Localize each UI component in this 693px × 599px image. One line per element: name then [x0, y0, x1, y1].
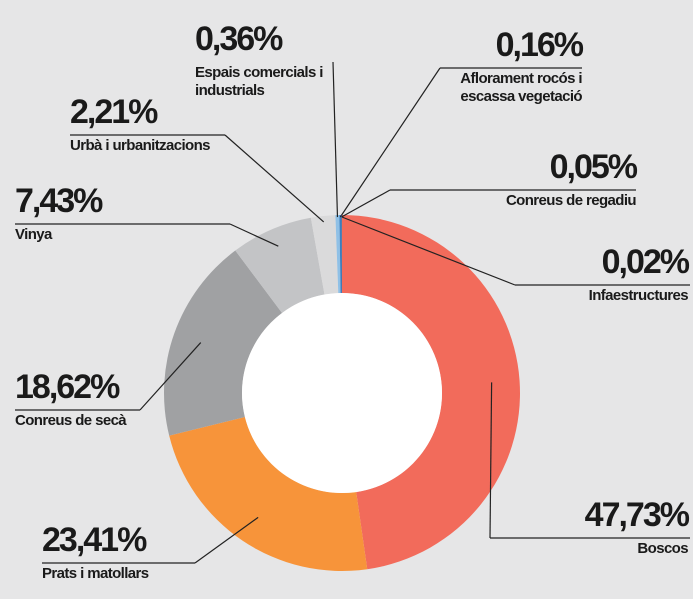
value-label: 0,05% [549, 148, 638, 186]
donut-slice [169, 416, 368, 571]
category-label: Espais comercials i industrials [195, 64, 323, 99]
category-label: Infaestructures [588, 287, 689, 304]
leader-line [229, 223, 279, 247]
donut-slice [235, 217, 325, 313]
donut-slice [335, 215, 341, 294]
category-label: Conreus de regadiu [505, 192, 637, 209]
value-label: 0,16% [495, 26, 584, 64]
value-label: 47,73% [584, 496, 690, 534]
leader-line [341, 216, 516, 286]
leader-line [194, 516, 259, 564]
value-label: 23,41% [42, 521, 147, 559]
slice-label: 0,02% Infaestructures [588, 241, 690, 305]
slice-label: 0,36% Espais comercials i industrials [195, 18, 345, 100]
value-label: 18,62% [15, 368, 120, 406]
donut-slice [341, 215, 342, 294]
category-label: Prats i matollars [42, 565, 149, 582]
value-label: 0,36% [195, 20, 283, 58]
donut-slice [164, 250, 283, 436]
slice-label: 7,43% Vinya [15, 180, 103, 244]
leader-line [224, 134, 325, 223]
leader-line [339, 67, 441, 218]
slice-label: 47,73% Boscos [584, 494, 690, 558]
donut-slice [342, 215, 520, 570]
donut-slice [310, 215, 339, 295]
leader-line [489, 382, 493, 539]
slice-label: 2,21% Urbà i urbanitzacions [70, 91, 211, 155]
category-label: Urbà i urbanitzacions [70, 137, 211, 154]
leader-line [341, 189, 391, 218]
slice-label: 18,62% Conreus de secà [15, 366, 127, 430]
leader-line [139, 342, 202, 411]
value-label: 2,21% [70, 93, 158, 131]
category-label: Vinya [15, 226, 52, 243]
leader-line [332, 61, 339, 218]
category-label: Aflorament rocós i escassa vegetació [460, 70, 582, 105]
value-label: 7,43% [15, 182, 103, 220]
value-label: 0,02% [601, 243, 690, 281]
donut-slice [339, 215, 342, 294]
slice-label: 0,05% Conreus de regadiu [505, 146, 638, 210]
slice-label: 0,16% Aflorament rocós i escassa vegetaci… [432, 24, 584, 106]
slice-label: 23,41% Prats i matollars [42, 519, 149, 583]
category-label: Conreus de secà [15, 412, 127, 429]
category-label: Boscos [637, 540, 688, 557]
donut-hole [242, 293, 442, 493]
